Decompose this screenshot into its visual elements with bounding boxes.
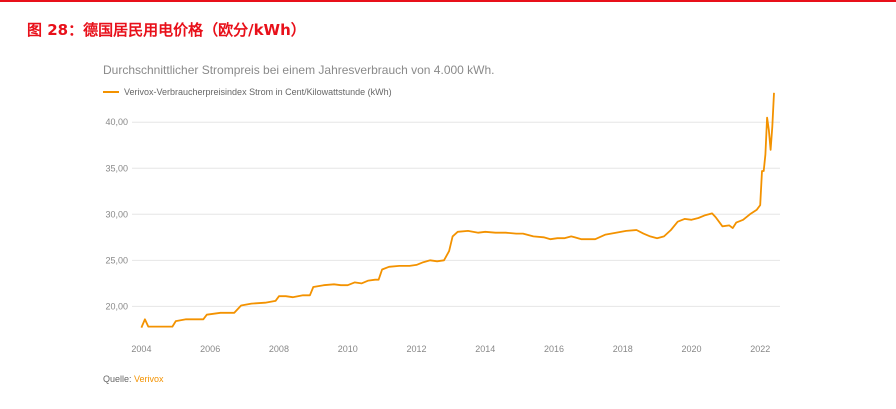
source-note: Quelle: Verivox <box>103 374 164 384</box>
legend-swatch <box>103 91 119 93</box>
y-tick-label: 30,00 <box>105 209 128 219</box>
x-tick-label: 2004 <box>131 344 151 354</box>
title-rule <box>0 0 896 2</box>
legend-label: Verivox-Verbraucherpreisindex Strom in C… <box>124 87 392 97</box>
series-line <box>140 92 775 328</box>
x-tick-label: 2022 <box>750 344 770 354</box>
chart-subtitle: Durchschnittlicher Strompreis bei einem … <box>103 63 495 77</box>
y-tick-label: 25,00 <box>105 255 128 265</box>
x-tick-label: 2014 <box>475 344 495 354</box>
x-tick-label: 2016 <box>544 344 564 354</box>
y-tick-label: 20,00 <box>105 301 128 311</box>
figure-title: 图 28：德国居民用电价格（欧分/kWh） <box>27 21 306 39</box>
source-link[interactable]: Verivox <box>134 374 164 384</box>
x-tick-label: 2008 <box>269 344 289 354</box>
y-tick-label: 40,00 <box>105 117 128 127</box>
y-tick-label: 35,00 <box>105 163 128 173</box>
x-tick-label: 2012 <box>406 344 426 354</box>
source-label: Quelle: <box>103 374 132 384</box>
x-tick-label: 2010 <box>338 344 358 354</box>
x-tick-label: 2006 <box>200 344 220 354</box>
x-tick-label: 2018 <box>613 344 633 354</box>
x-tick-label: 2020 <box>681 344 701 354</box>
legend: Verivox-Verbraucherpreisindex Strom in C… <box>103 87 392 97</box>
